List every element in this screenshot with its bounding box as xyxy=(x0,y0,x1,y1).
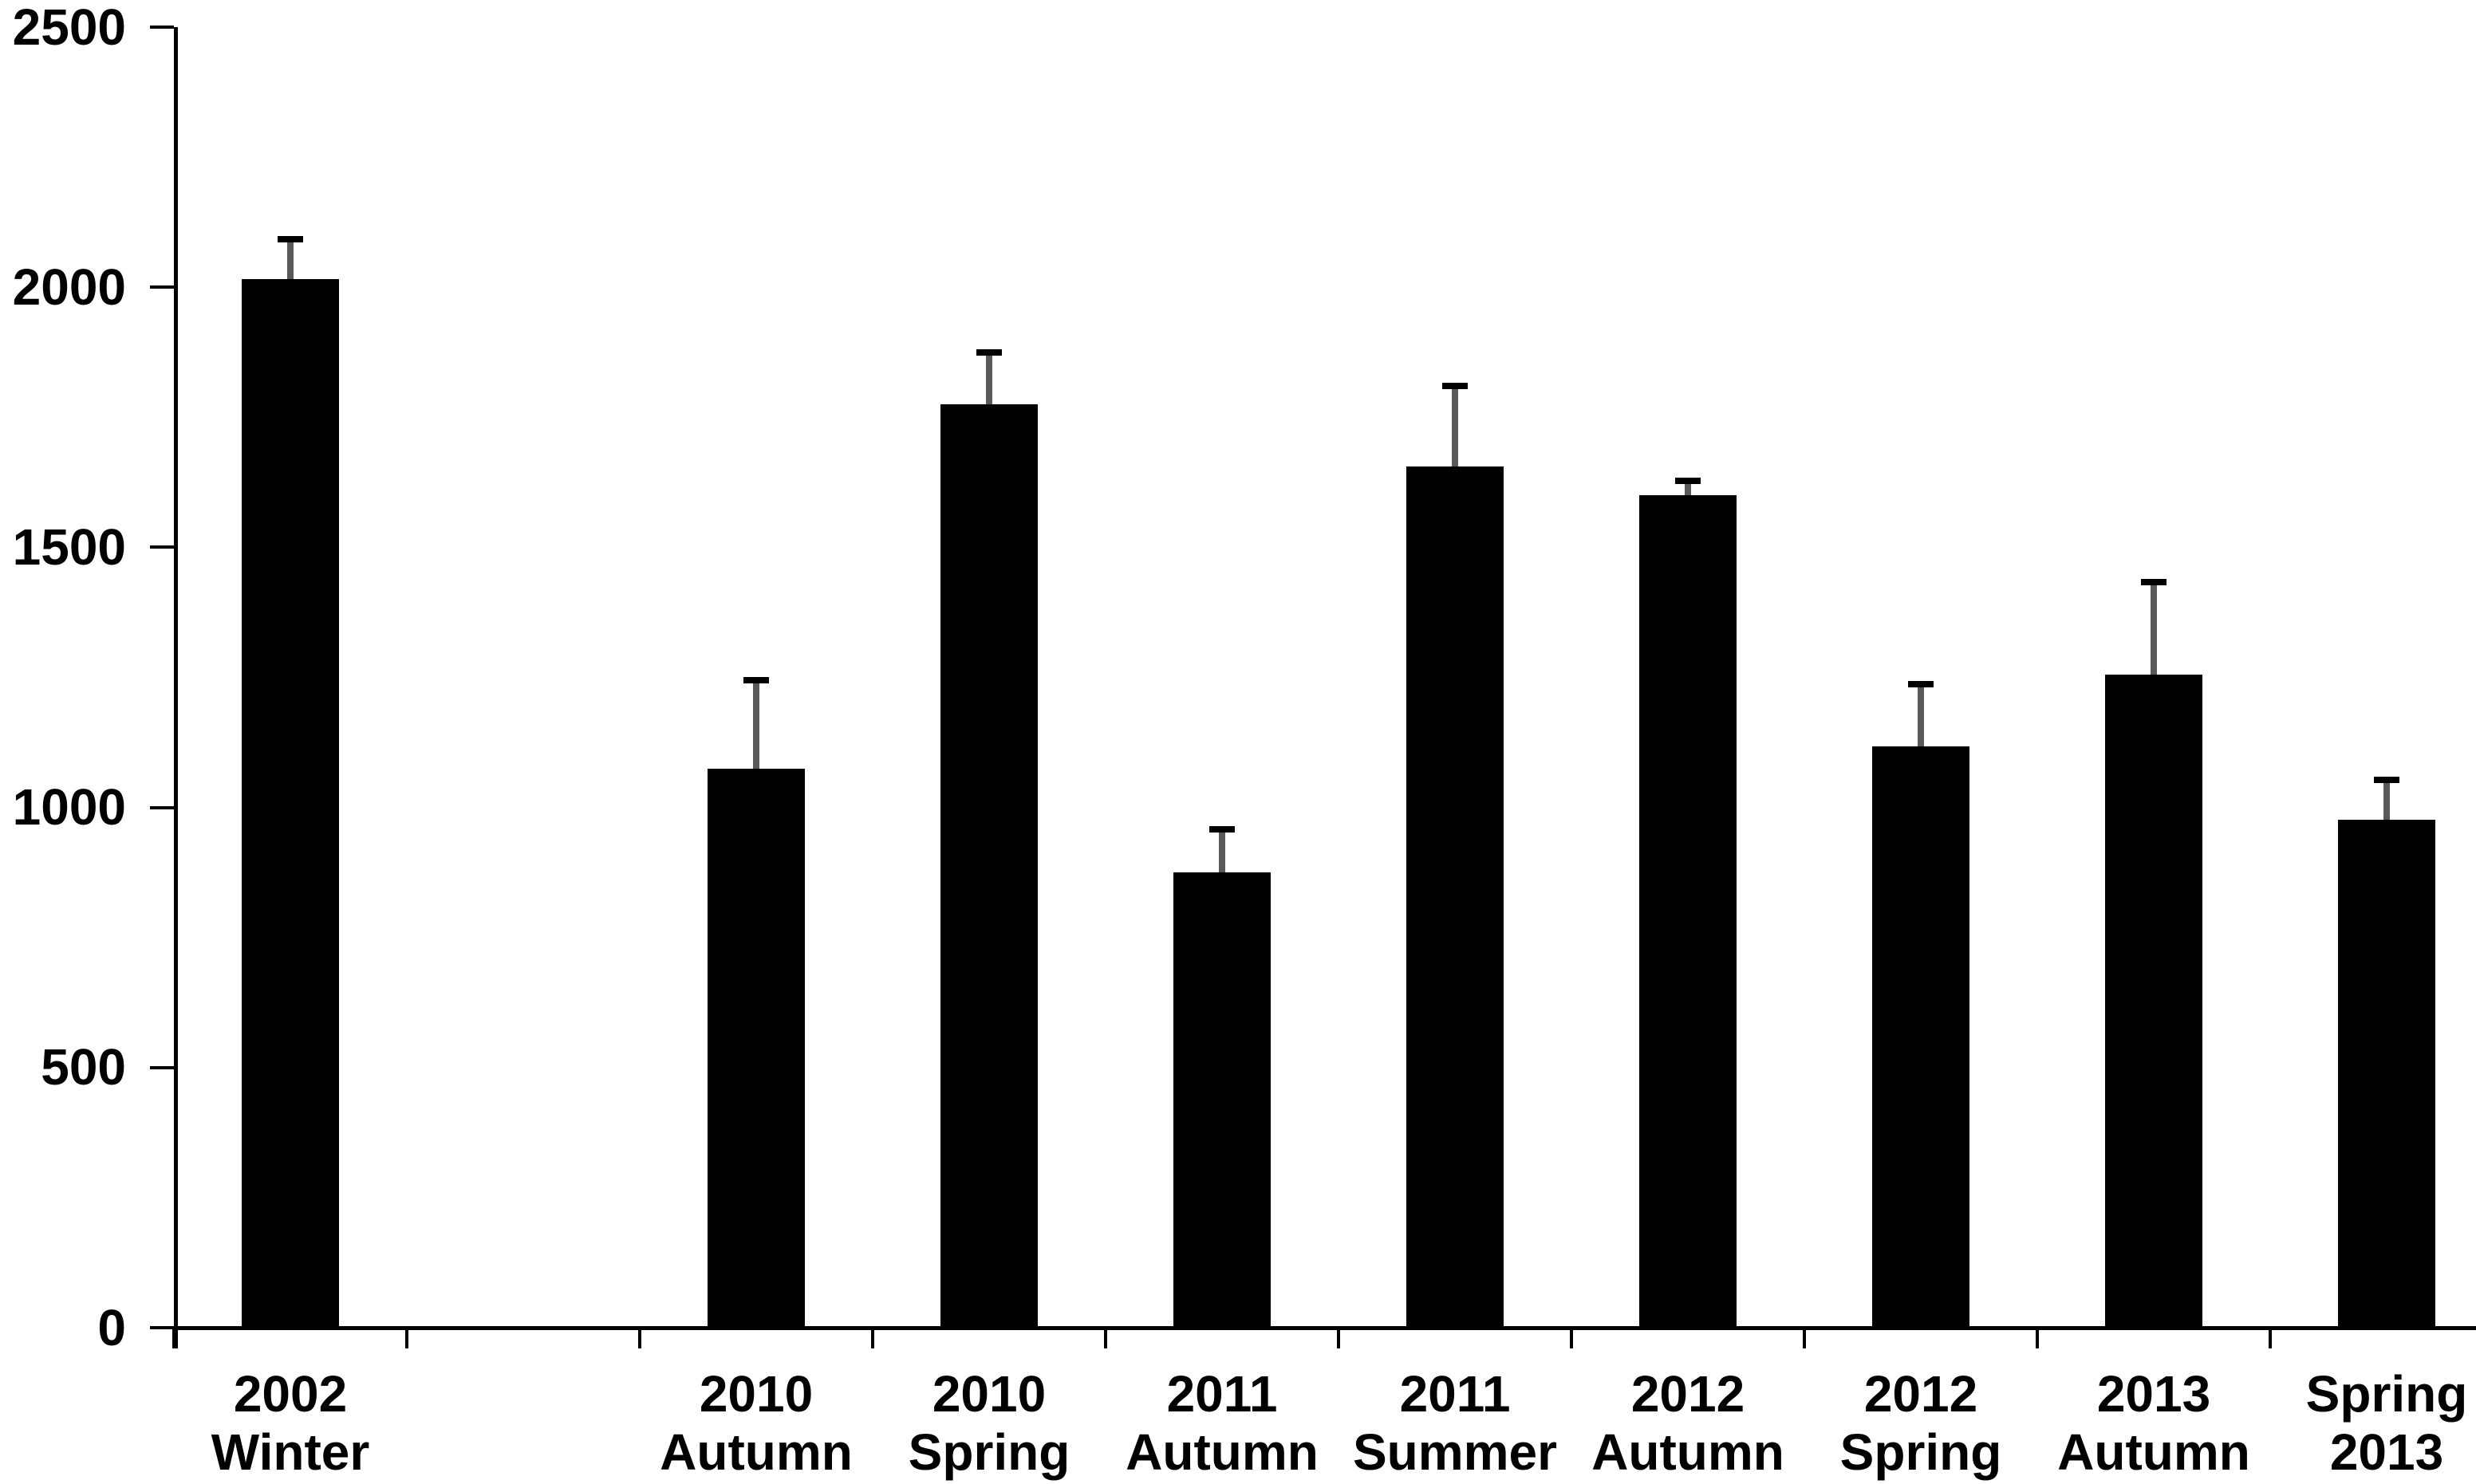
x-category-label: 2010 Autumn xyxy=(660,1365,853,1481)
x-category-label: 2010 Spring xyxy=(908,1365,1070,1481)
error-bar-cap xyxy=(743,676,769,683)
error-bar-cap xyxy=(976,348,1002,356)
bar xyxy=(2338,820,2435,1329)
x-tick xyxy=(2269,1328,2272,1348)
error-bar-cap xyxy=(1209,826,1235,833)
x-category-label: 2012 Autumn xyxy=(1591,1365,1784,1481)
y-tick-label: 2000 xyxy=(12,258,126,316)
y-tick xyxy=(150,1065,174,1069)
error-bar-stem xyxy=(1685,480,1691,499)
error-bar-stem xyxy=(986,352,992,407)
error-bar-stem xyxy=(753,679,759,772)
y-tick xyxy=(150,285,174,289)
x-category-label: Spring 2013 xyxy=(2305,1365,2468,1481)
x-tick xyxy=(1104,1328,1107,1348)
x-tick xyxy=(1337,1328,1340,1348)
y-tick xyxy=(150,545,174,549)
bar xyxy=(1872,746,1969,1329)
x-tick xyxy=(172,1328,175,1348)
error-bar-stem xyxy=(1918,683,1924,750)
x-category-label: 2013 Autumn xyxy=(2057,1365,2250,1481)
y-tick-label: 500 xyxy=(41,1038,126,1096)
y-tick-label: 0 xyxy=(97,1298,126,1356)
bar xyxy=(1639,495,1737,1329)
error-bar-stem xyxy=(1219,829,1225,876)
y-axis-line xyxy=(174,27,178,1348)
bar xyxy=(2105,675,2202,1329)
x-tick xyxy=(405,1328,408,1348)
error-bar-stem xyxy=(2383,780,2390,824)
y-tick xyxy=(150,26,174,29)
bar xyxy=(708,768,805,1329)
x-tick xyxy=(1803,1328,1806,1348)
bar xyxy=(242,279,339,1329)
error-bar-cap xyxy=(1908,680,1934,687)
y-tick-label: 2500 xyxy=(12,0,126,56)
y-tick-label: 1000 xyxy=(12,778,126,836)
error-bar-cap xyxy=(1442,383,1468,390)
x-tick xyxy=(638,1328,641,1348)
error-bar-stem xyxy=(2151,582,2157,679)
error-bar-stem xyxy=(287,238,294,283)
x-category-label: 2002 Winter xyxy=(211,1365,370,1481)
x-category-label: 2011 Autumn xyxy=(1126,1365,1319,1481)
y-tick-label: 1500 xyxy=(12,518,126,576)
y-tick xyxy=(150,805,174,809)
x-category-label: 2012 Spring xyxy=(1839,1365,2002,1481)
x-tick xyxy=(871,1328,874,1348)
x-category-label: 2011 Summer xyxy=(1352,1365,1558,1481)
error-bar-cap xyxy=(278,235,303,242)
y-tick xyxy=(150,1326,174,1329)
error-bar-cap xyxy=(2141,579,2166,586)
x-tick xyxy=(1570,1328,1573,1348)
x-axis-line xyxy=(174,1326,2476,1330)
bar xyxy=(1406,466,1504,1329)
error-bar-stem xyxy=(1452,386,1458,470)
bar xyxy=(1173,872,1271,1329)
error-bar-cap xyxy=(2374,777,2399,784)
x-tick xyxy=(2036,1328,2039,1348)
error-bar-cap xyxy=(1675,477,1701,484)
bar xyxy=(940,403,1038,1329)
